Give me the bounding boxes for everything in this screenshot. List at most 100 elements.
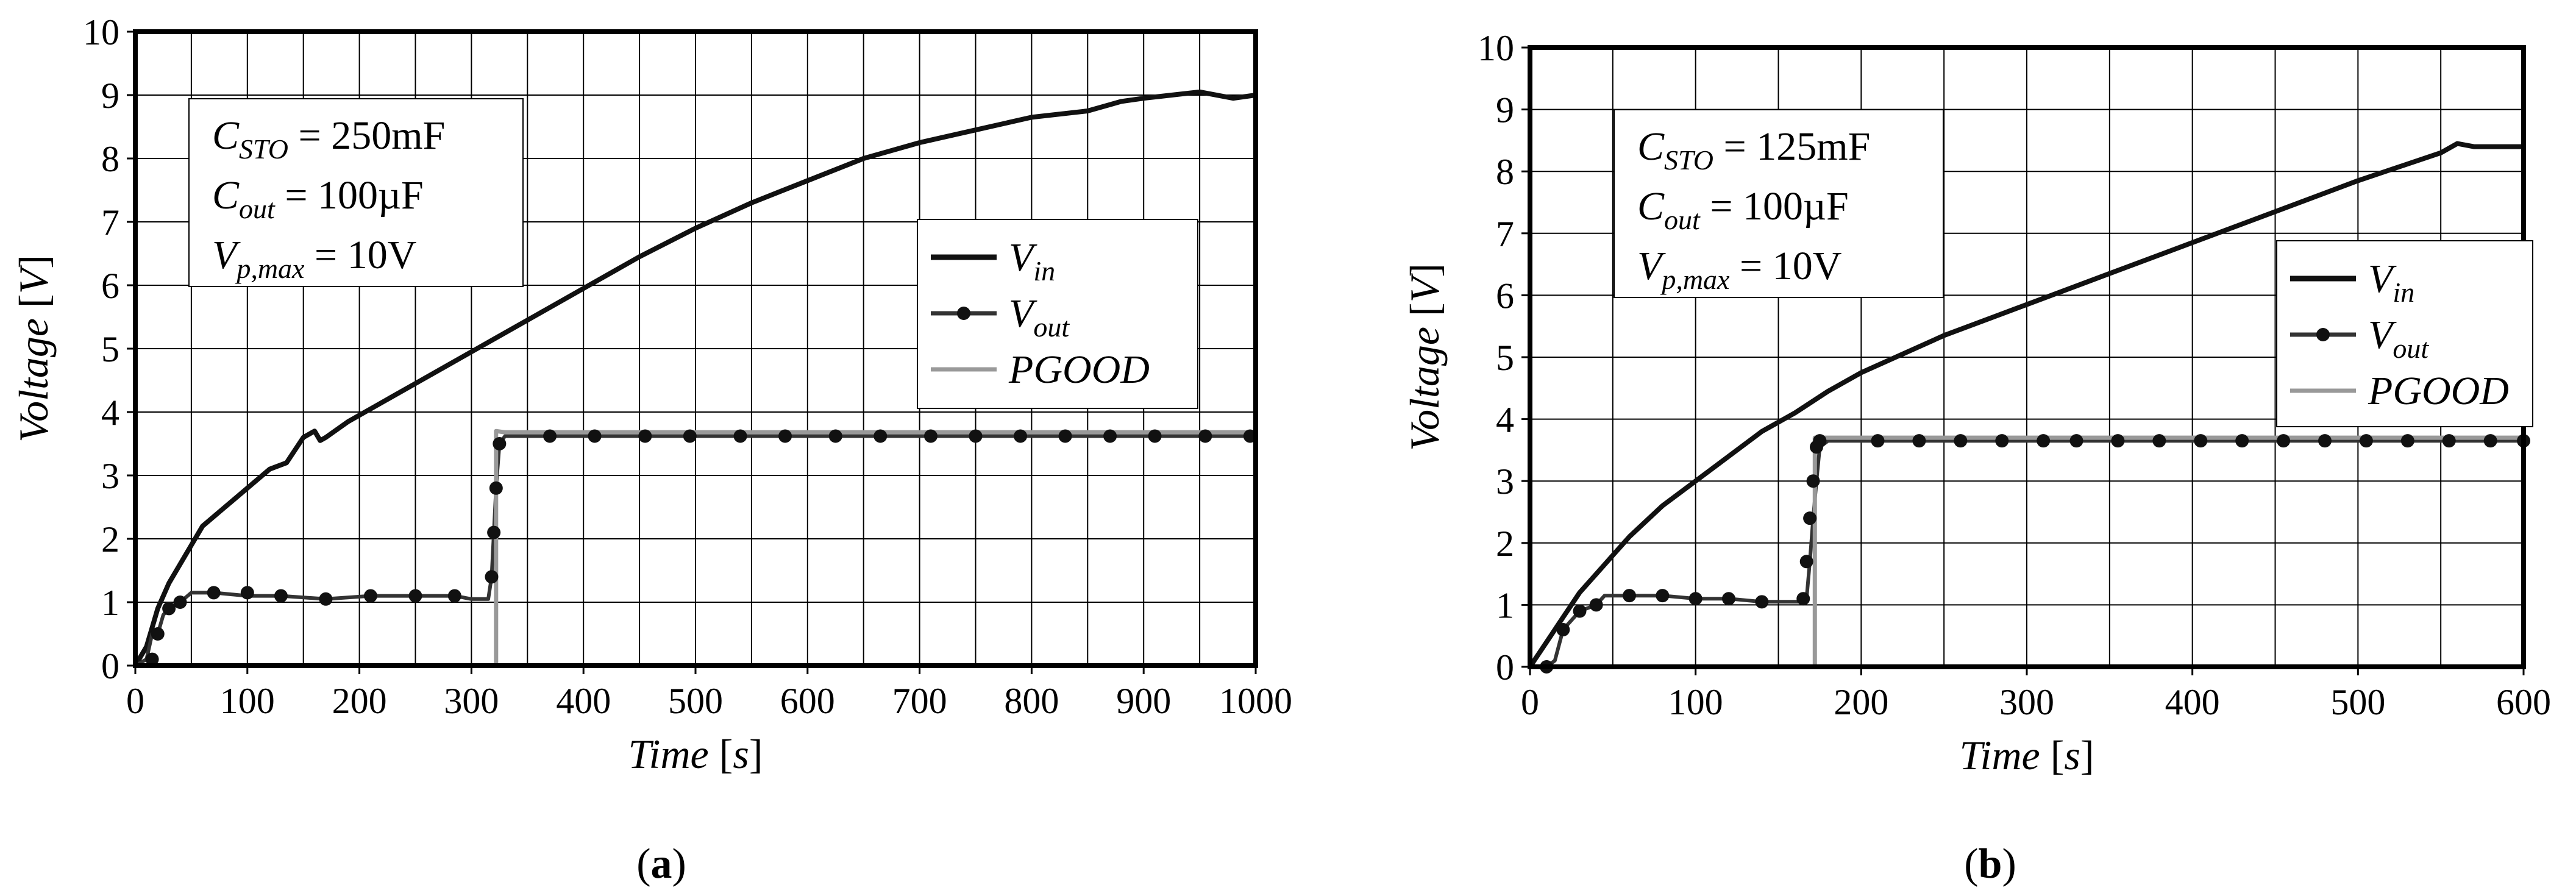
series-marker-vout	[1103, 429, 1117, 443]
x-axis-label-bracket: [	[2040, 732, 2065, 778]
x-tick-label: 500	[2330, 682, 2385, 722]
series-marker-vout	[493, 437, 507, 450]
annotation-subscript: out	[1664, 204, 1701, 235]
y-tick-label: 1	[101, 583, 119, 623]
series-marker-vout	[1014, 429, 1028, 443]
series-marker-vout	[274, 589, 288, 603]
legend-marker	[957, 307, 970, 320]
x-tick-label: 100	[1668, 682, 1723, 722]
series-marker-vout	[638, 429, 652, 443]
series-marker-vout	[923, 429, 938, 443]
annotation-value: = 10V	[1729, 244, 1841, 288]
series-marker-vout	[363, 589, 377, 603]
series-marker-vout	[1806, 474, 1820, 488]
y-tick-label: 8	[1496, 152, 1514, 192]
legend-label: PGOOD	[2368, 369, 2509, 413]
series-marker-vout	[487, 525, 501, 539]
x-tick-label: 600	[2496, 682, 2551, 722]
x-tick-label: 800	[1004, 681, 1059, 721]
x-tick-label: 300	[1999, 682, 2054, 722]
series-marker-vout	[683, 429, 697, 443]
x-axis-label-name: Time	[1959, 732, 2040, 778]
y-tick-label: 7	[101, 202, 119, 243]
series-line-vin	[133, 89, 1256, 667]
annotation-subscript: out	[239, 193, 276, 224]
x-axis-label-bracket: ]	[2080, 732, 2094, 778]
series-marker-vout	[828, 429, 842, 443]
legend-label-subscript: in	[1033, 255, 1055, 286]
x-tick-label: 100	[220, 681, 275, 721]
x-axis-label-unit: s	[733, 731, 749, 777]
x-axis-label: Time [s]	[1959, 732, 2094, 778]
annotation-line: Cout = 100µF	[1637, 184, 1849, 235]
x-tick-label: 0	[1521, 682, 1539, 722]
legend-label-subscript: in	[2393, 277, 2414, 308]
annotation-value: = 250mF	[288, 113, 445, 158]
series-marker-vout	[207, 586, 221, 600]
series-marker-vout	[1799, 555, 1813, 569]
annotation-symbol: C	[1637, 124, 1665, 169]
x-tick-label: 400	[2165, 682, 2220, 722]
x-tick-label: 0	[126, 681, 144, 721]
annotation-line: Vp,max = 10V	[212, 233, 416, 284]
y-axis-label: Voltage [V]	[1401, 263, 1448, 451]
series-marker-vout	[2069, 434, 2083, 448]
series-marker-vout	[1656, 589, 1670, 603]
y-axis-label-name: Voltage	[1401, 327, 1448, 451]
annotation-box	[188, 98, 524, 287]
series-marker-vout	[2442, 434, 2456, 448]
caption-open: (	[1964, 841, 1978, 887]
y-axis-label-bracket: [	[10, 294, 57, 318]
chart-panel-a: 0 100 200 300 400 500 600 700 800 900 1000 0 1 2 3 4 5 6 7…	[10, 12, 1292, 887]
series-marker-vout	[1198, 429, 1212, 443]
legend-label: Vin	[1009, 235, 1055, 286]
annotation-value: = 100µF	[275, 173, 424, 218]
y-axis-label-unit: V	[1401, 272, 1448, 302]
x-tick-label: 1000	[1219, 681, 1292, 721]
panel-caption: (a)	[636, 841, 686, 887]
x-tick-label: 200	[1834, 682, 1888, 722]
x-axis-label-bracket: [	[709, 731, 733, 777]
x-tick-label: 600	[780, 681, 835, 721]
series-marker-vout	[1954, 434, 1968, 448]
y-axis-label-bracket: ]	[1401, 263, 1448, 277]
legend-label-subscript: out	[1033, 311, 1070, 343]
caption-close: )	[672, 841, 686, 887]
annotation-subscript: STO	[239, 133, 288, 165]
x-tick-label: 900	[1116, 681, 1171, 721]
series-marker-vout	[1813, 434, 1827, 448]
series-marker-vout	[2400, 434, 2414, 448]
legend-label-base: V	[2368, 313, 2397, 357]
series-marker-vout	[1871, 434, 1885, 448]
series-marker-vout	[1058, 429, 1072, 443]
annotation-value: = 10V	[304, 233, 416, 277]
series-marker-vout	[162, 602, 176, 616]
series-marker-vout	[1589, 598, 1603, 612]
series-marker-vout	[151, 627, 165, 641]
caption-open: (	[636, 841, 650, 887]
legend-label-base: PGOOD	[1008, 347, 1150, 392]
series-marker-vout	[447, 589, 461, 603]
y-tick-label: 6	[1496, 276, 1514, 316]
y-tick-label: 6	[101, 266, 119, 306]
y-tick-label: 5	[101, 329, 119, 369]
series-marker-vout	[1722, 592, 1735, 606]
y-axis-label-bracket: [	[1401, 302, 1448, 327]
y-tick-label: 5	[1496, 338, 1514, 378]
annotation-symbol: V	[212, 233, 241, 277]
x-tick-label: 700	[892, 681, 947, 721]
annotation-subscript: STO	[1664, 144, 1713, 176]
series-marker-vout	[1796, 592, 1810, 606]
y-tick-label: 4	[1496, 400, 1514, 440]
series-marker-vout	[2152, 434, 2166, 448]
series-marker-vout	[733, 429, 747, 443]
series-marker-vout	[2111, 434, 2125, 448]
legend-label-subscript: out	[2393, 333, 2429, 364]
x-axis-label-unit: s	[2064, 732, 2080, 778]
y-tick-label: 2	[1496, 524, 1514, 564]
series-marker-vout	[2359, 434, 2373, 448]
y-tick-label: 8	[101, 139, 119, 179]
